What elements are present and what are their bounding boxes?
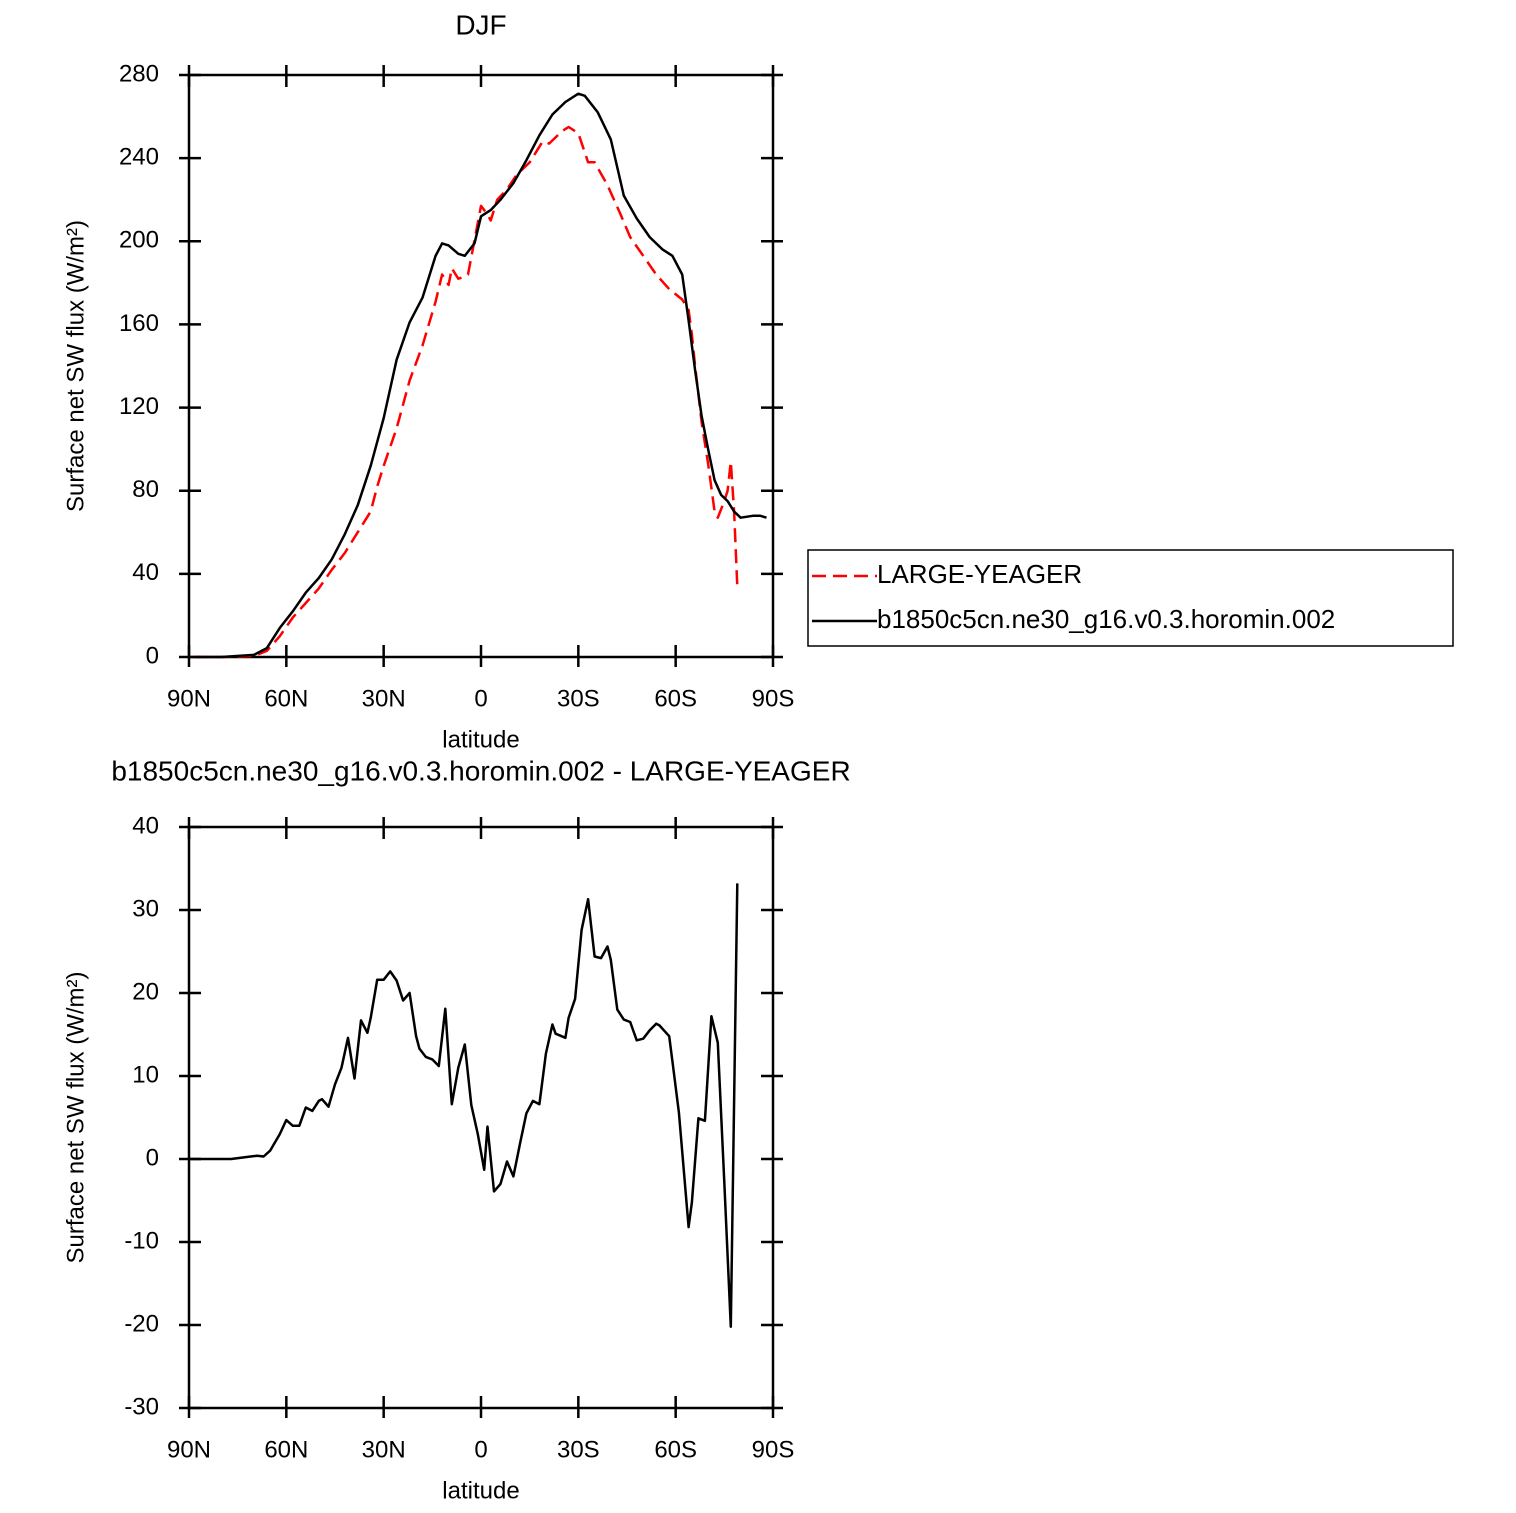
chart-title: DJF [455,9,506,40]
y-tick-label: 20 [132,978,159,1005]
y-tick-label: 40 [132,812,159,839]
data-line [195,92,767,659]
y-tick-label: 0 [146,642,159,669]
plot-frame [187,825,775,1410]
y-axis-label: Surface net SW flux (W/m²) [62,971,89,1263]
x-tick-label: 60S [654,1436,697,1463]
x-tick-label: 60N [264,685,308,712]
y-tick-label: 120 [119,393,159,420]
y-tick-label: -30 [124,1393,159,1420]
legend-box [807,549,1454,647]
legend-label: LARGE-YEAGER [877,559,1082,589]
panel: DJF latitude Surface net SW flux (W/m²) 90N… [62,9,1454,753]
x-tick-label: 90S [752,1436,795,1463]
y-tick-label: 10 [132,1061,159,1088]
x-axis-label: latitude [442,726,519,753]
x-tick-label: 30S [557,685,600,712]
x-tick-label: 90N [167,1436,211,1463]
x-tick-label: 30N [362,1436,406,1463]
x-axis-label: latitude [442,1477,519,1504]
y-tick-label: -20 [124,1310,159,1337]
y-tick-label: 240 [119,143,159,170]
panel: b1850c5cn.ne30_g16.v0.3.horomin.002 - LA… [62,755,850,1504]
data-line [195,125,739,659]
x-tick-label: 30S [557,1436,600,1463]
y-tick-label: 160 [119,310,159,337]
data-line [189,883,739,1328]
y-tick-label: 0 [146,1144,159,1171]
y-axis-label: Surface net SW flux (W/m²) [62,220,89,512]
y-tick-label: 30 [132,895,159,922]
y-tick-label: -10 [124,1227,159,1254]
y-tick-label: 40 [132,559,159,586]
y-tick-label: 200 [119,227,159,254]
legend: LARGE-YEAGER b1850c5cn.ne30_g16.v0.3.horo… [807,549,1454,647]
plot-frame [187,73,775,659]
y-tick-label: 280 [119,60,159,87]
x-tick-label: 90N [167,685,211,712]
x-tick-label: 0 [474,1436,487,1463]
chart-title: b1850c5cn.ne30_g16.v0.3.horomin.002 - LA… [111,755,850,786]
x-tick-label: 0 [474,685,487,712]
y-tick-label: 80 [132,476,159,503]
x-tick-label: 90S [752,685,795,712]
x-tick-label: 60N [264,1436,308,1463]
x-tick-label: 60S [654,685,697,712]
x-tick-label: 30N [362,685,406,712]
legend-label: b1850c5cn.ne30_g16.v0.3.horomin.002 [877,604,1335,634]
